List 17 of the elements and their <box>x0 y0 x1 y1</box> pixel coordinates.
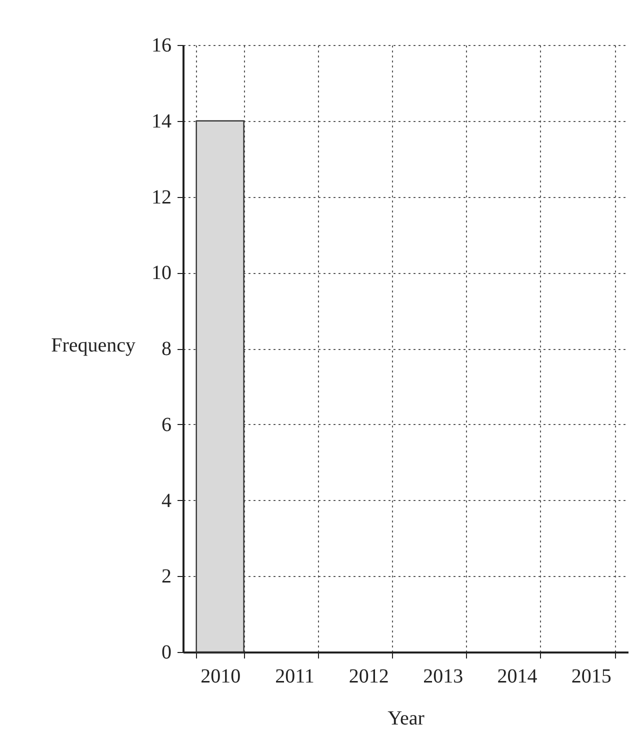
y-tick-label: 10 <box>152 262 172 284</box>
x-tick-label: 2014 <box>497 666 538 688</box>
y-tick-label: 14 <box>152 110 172 132</box>
x-tick-label: 2013 <box>423 666 464 688</box>
x-tick-label: 2015 <box>571 666 612 688</box>
y-tick-label: 12 <box>152 186 172 208</box>
y-tick-label: 6 <box>162 414 172 436</box>
y-tick-label: 8 <box>162 338 172 360</box>
y-tick-label: 2 <box>162 566 172 588</box>
y-tick-label: 16 <box>152 34 172 56</box>
x-tick-label: 2010 <box>200 666 241 688</box>
x-tick-label: 2012 <box>348 666 389 688</box>
x-tick-label: 2011 <box>275 666 314 688</box>
x-axis-title: Year <box>388 708 425 730</box>
y-tick-label: 0 <box>162 642 172 664</box>
y-axis-title: Frequency <box>51 334 136 356</box>
y-tick-label: 4 <box>162 490 172 512</box>
